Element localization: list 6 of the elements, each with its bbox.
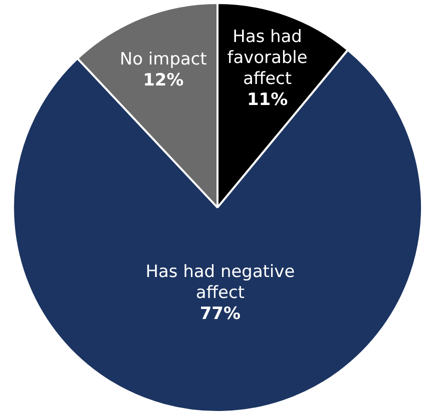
slice-label: No impact <box>120 50 208 70</box>
slice-label: Has had negative affect <box>146 262 295 303</box>
data-label: 11% <box>247 90 288 110</box>
data-label: 77% <box>200 304 241 324</box>
slice-label: Has had favorable affect <box>227 26 308 89</box>
data-label: 12% <box>142 70 184 91</box>
